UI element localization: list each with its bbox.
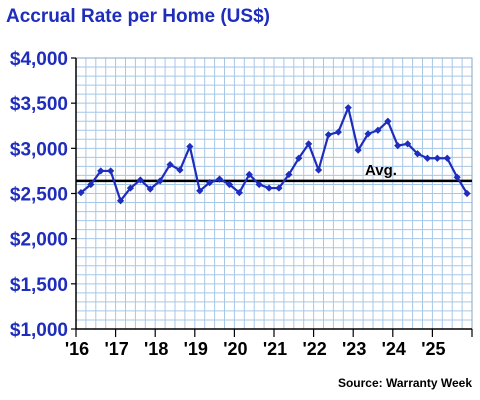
data-point [394,142,402,150]
data-point [384,117,392,125]
data-point [344,104,352,112]
y-tick-label: $2,000 [10,230,68,251]
data-point [443,154,451,162]
axis-layer [71,57,473,337]
data-point [285,170,293,179]
data-point [87,180,95,189]
data-point [334,128,342,136]
data-point [463,189,471,198]
data-point [245,170,253,179]
x-tick-label: '20 [223,339,247,359]
y-tick-label: $1,500 [10,275,68,296]
x-tick-label: '22 [302,339,326,359]
tick-label-layer: $1,000 $1,500 $2,000 $2,500 $3,000 $3,500 $4,0… [10,49,446,359]
data-point [374,126,382,134]
data-point [215,175,224,183]
data-point [166,160,174,169]
data-point [146,185,154,193]
y-tick-label: $3,000 [10,139,68,160]
data-point [116,197,125,205]
data-point [225,180,234,189]
x-tick-label: '17 [104,339,128,359]
data-point [364,130,372,138]
data-point [97,167,105,175]
data-point [423,154,432,162]
data-point [275,184,283,192]
data-point [156,177,164,185]
average-label: Avg. [365,162,397,179]
data-point [255,180,263,189]
x-tick-label: '18 [144,339,168,359]
chart-source: Source: Warranty Week [337,376,472,390]
data-point [176,166,184,174]
x-tick-label: '19 [184,339,208,359]
data-point [206,179,214,187]
series-line [80,106,468,202]
data-point [295,154,303,162]
data-point [196,187,204,195]
data-point [453,173,461,181]
data-point [433,154,441,162]
x-tick-label: '16 [65,339,89,359]
data-point [354,146,362,154]
data-point [186,142,194,151]
data-point [235,188,243,197]
data-point [324,131,333,139]
x-tick-label: '24 [382,339,406,359]
y-tick-label: $2,500 [10,185,68,206]
chart-title: Accrual Rate per Home (US$) [6,6,270,27]
data-point [77,188,85,197]
x-tick-label: '25 [421,339,445,359]
data-point [404,140,412,148]
series-layer [77,104,471,205]
data-point [126,184,135,192]
data-point [136,176,144,184]
y-tick-label: $3,500 [10,94,68,115]
data-point [265,184,273,192]
x-tick-label: '23 [342,339,366,359]
y-tick-label: $1,000 [10,320,68,341]
x-tick-label: '21 [263,339,287,359]
grid-layer [75,57,473,330]
data-point [305,140,313,148]
data-point [314,166,323,174]
data-point [413,150,422,158]
y-tick-label: $4,000 [10,49,68,70]
data-point [107,167,115,175]
